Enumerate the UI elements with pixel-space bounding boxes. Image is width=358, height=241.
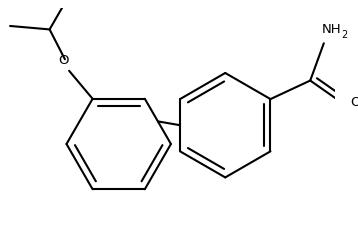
Text: 2: 2: [341, 30, 347, 40]
Text: NH: NH: [322, 23, 341, 36]
Text: O: O: [59, 54, 69, 67]
Text: O: O: [350, 96, 358, 109]
